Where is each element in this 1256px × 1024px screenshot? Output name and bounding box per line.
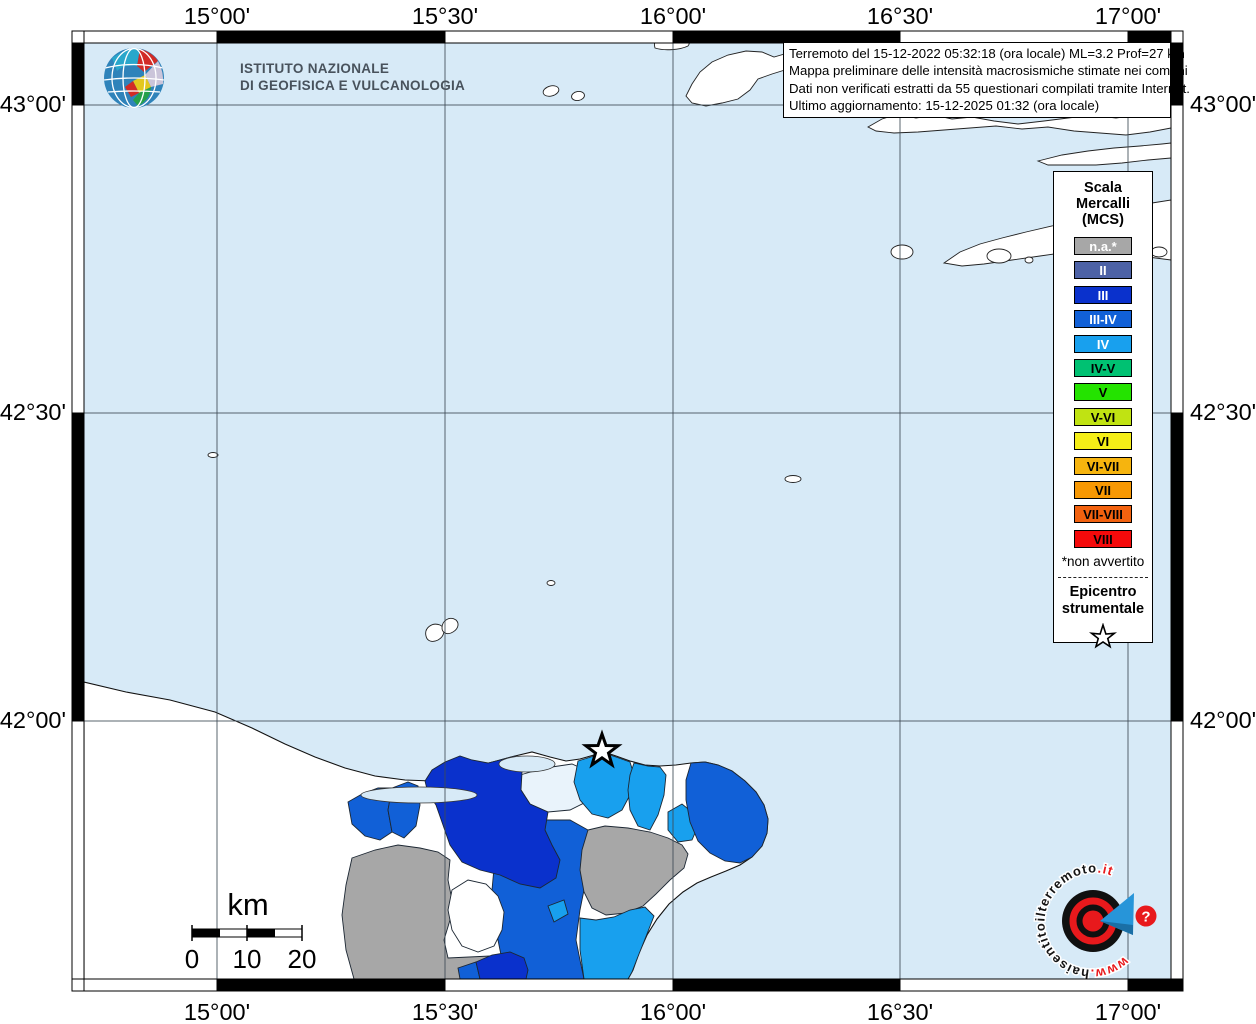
municipalities xyxy=(341,752,769,979)
legend-item: VII xyxy=(1074,480,1132,499)
info-line-questionnaires: Dati non verificati estratti da 55 quest… xyxy=(789,80,1190,96)
site-url-tld: .it xyxy=(1097,861,1116,879)
legend-item: n.a.* xyxy=(1074,237,1132,255)
legend-item: V-VI xyxy=(1074,407,1132,426)
lon-label-bottom: 16°00' xyxy=(640,999,706,1024)
ingv-name-line2: DI GEOFISICA E VULCANOLOGIA xyxy=(240,78,465,93)
lat-label-left: 42°30' xyxy=(0,399,66,425)
lat-label-right: 42°00' xyxy=(1190,707,1256,733)
scale-bar-tick-20: 20 xyxy=(288,944,317,974)
epicenter-star-icon xyxy=(581,729,623,769)
scale-bar: km 0 10 20 xyxy=(185,887,317,974)
legend-item: VII-VIII xyxy=(1074,505,1132,524)
legend-epicenter-label: Epicentro xyxy=(1069,584,1137,601)
axis-labels-left: 43°00' 42°30' 42°00' xyxy=(0,91,66,733)
info-line-map-type: Mappa preliminare delle intensità macros… xyxy=(789,63,1188,79)
legend-item: IV-V xyxy=(1074,358,1132,377)
axis-labels-bottom: 15°00' 15°30' 16°00' 16°30' 17°00' xyxy=(184,999,1161,1024)
lon-label-top: 15°00' xyxy=(184,3,250,29)
lon-label-bottom: 17°00' xyxy=(1095,999,1161,1024)
legend-item: IV xyxy=(1074,334,1132,353)
ingv-logo: ISTITUTO NAZIONALE DI GEOFISICA E VULCAN… xyxy=(104,48,465,108)
legend-title: Scala xyxy=(1084,180,1122,196)
axis-labels-top: 15°00' 15°30' 16°00' 16°30' 17°00' xyxy=(184,3,1161,29)
lat-label-left: 43°00' xyxy=(0,91,66,117)
ingv-globe-icon xyxy=(104,48,164,108)
lat-label-right: 43°00' xyxy=(1190,91,1256,117)
lon-label-top: 16°30' xyxy=(867,3,933,29)
question-mark: ? xyxy=(1141,909,1150,926)
axis-labels-right: 43°00' 42°30' 42°00' xyxy=(1190,91,1256,733)
legend-divider xyxy=(1058,577,1148,579)
lagoon-lesina xyxy=(360,786,478,804)
lon-label-top: 15°30' xyxy=(412,3,478,29)
scale-bar-tick-10: 10 xyxy=(233,944,262,974)
legend-title: Mercalli xyxy=(1076,196,1130,212)
legend-epicenter-label: strumentale xyxy=(1061,601,1145,618)
legend: Scala Mercalli (MCS) n.a.* II III III-IV… xyxy=(1053,171,1153,649)
epicenter-legend-star-icon xyxy=(1088,622,1118,649)
legend-item: V xyxy=(1074,383,1132,402)
legend-footnote: *non avvertito xyxy=(1061,554,1145,570)
map-frame xyxy=(71,30,1184,992)
lat-label-right: 42°30' xyxy=(1190,399,1256,425)
info-line-updated: Ultimo aggiornamento: 15-12-2025 01:32 (… xyxy=(789,98,1100,114)
earthquake-info-box: Terremoto del 15-12-2022 05:32:18 (ora l… xyxy=(783,42,1190,118)
question-mark-icon xyxy=(1135,905,1157,927)
legend-item: II xyxy=(1074,261,1132,280)
lon-label-top: 16°00' xyxy=(640,3,706,29)
legend-item: III xyxy=(1074,285,1132,304)
legend-item: VIII xyxy=(1074,529,1132,548)
ingv-name-line1: ISTITUTO NAZIONALE xyxy=(240,61,389,76)
lagoon-varano xyxy=(498,755,556,773)
scale-bar-tick-0: 0 xyxy=(185,944,199,974)
lon-label-top: 17°00' xyxy=(1095,3,1161,29)
lon-label-bottom: 15°30' xyxy=(412,999,478,1024)
lon-label-bottom: 15°00' xyxy=(184,999,250,1024)
lon-label-bottom: 16°30' xyxy=(867,999,933,1024)
legend-item: VI-VII xyxy=(1074,456,1132,475)
legend-title: (MCS) xyxy=(1082,212,1124,228)
info-line-event: Terremoto del 15-12-2022 05:32:18 (ora l… xyxy=(789,46,1185,61)
legend-items: n.a.* II III III-IV IV IV-V V V-VI VI VI… xyxy=(1054,237,1152,548)
legend-item: VI xyxy=(1074,432,1132,451)
scale-bar-unit: km xyxy=(227,887,268,922)
legend-item: III-IV xyxy=(1074,310,1132,329)
lat-label-left: 42°00' xyxy=(0,707,66,733)
